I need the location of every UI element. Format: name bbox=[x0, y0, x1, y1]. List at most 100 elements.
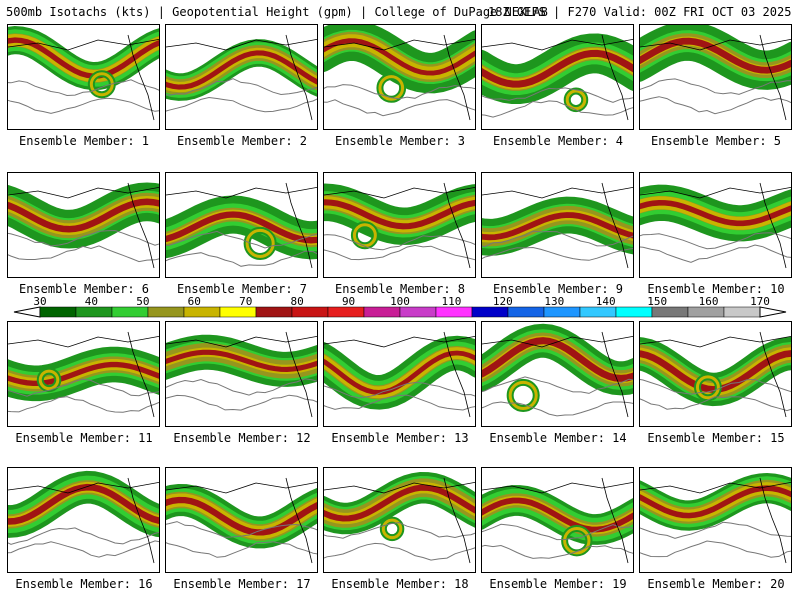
header-title: 500mb Isotachs (kts) | Geopotential Heig… bbox=[6, 5, 548, 19]
colorbar-tick-label: 140 bbox=[595, 295, 616, 308]
colorbar-tick-label: 30 bbox=[33, 295, 47, 308]
height-contour bbox=[324, 394, 475, 411]
jet-band bbox=[482, 49, 633, 88]
colorbar-tick-label: 150 bbox=[647, 295, 668, 308]
map-field bbox=[166, 477, 317, 564]
ensemble-map-panel bbox=[323, 24, 476, 130]
coastline bbox=[759, 477, 787, 564]
border-line bbox=[8, 186, 159, 199]
colorbar-swatch bbox=[219, 306, 257, 318]
ensemble-member-label: Ensemble Member: 8 bbox=[334, 282, 466, 296]
height-contour bbox=[324, 381, 475, 399]
ensemble-map-panel bbox=[481, 24, 634, 130]
height-contour bbox=[324, 99, 475, 117]
ensemble-member-label: Ensemble Member: 18 bbox=[331, 577, 469, 591]
height-contour bbox=[8, 540, 159, 558]
colorbar-tick-label: 60 bbox=[187, 295, 201, 308]
ensemble-map-panel bbox=[639, 321, 792, 427]
ensemble-map-panel bbox=[7, 172, 160, 278]
jet-band bbox=[640, 485, 791, 519]
height-contour bbox=[166, 521, 317, 538]
coastline bbox=[601, 34, 629, 121]
colorbar-swatch bbox=[687, 306, 725, 318]
colorbar-tick-label: 80 bbox=[290, 295, 304, 308]
coastline bbox=[443, 182, 471, 269]
colorbar-swatch bbox=[183, 306, 221, 318]
ensemble-member-label: Ensemble Member: 12 bbox=[173, 431, 311, 445]
ensemble-member-label: Ensemble Member: 20 bbox=[647, 577, 785, 591]
vortex-band bbox=[38, 369, 60, 391]
coastline bbox=[601, 331, 629, 418]
colorbar-swatch bbox=[471, 306, 509, 318]
header-run-info: 18Z GEFS | F270 Valid: 00Z FRI OCT 03 20… bbox=[488, 5, 792, 19]
colorbar-tick-label: 90 bbox=[341, 295, 356, 308]
jet-band bbox=[324, 38, 475, 76]
jet-band bbox=[166, 349, 317, 372]
coastline bbox=[759, 331, 787, 418]
map-field bbox=[640, 25, 791, 121]
border-line bbox=[640, 335, 791, 348]
border-line bbox=[324, 335, 475, 348]
border-line bbox=[8, 335, 159, 348]
height-contour bbox=[166, 230, 317, 249]
header: 500mb Isotachs (kts) | Geopotential Heig… bbox=[0, 0, 800, 24]
colorbar-tick-label: 100 bbox=[390, 295, 410, 308]
height-contour bbox=[8, 378, 159, 397]
map-field bbox=[482, 182, 633, 269]
colorbar-swatch bbox=[543, 306, 581, 318]
map-field bbox=[166, 182, 317, 269]
ensemble-map-panel bbox=[639, 467, 792, 573]
jet-band bbox=[8, 198, 159, 233]
ensemble-member-label: Ensemble Member: 9 bbox=[492, 282, 624, 296]
height-contour bbox=[482, 100, 633, 118]
vortex-band bbox=[381, 518, 403, 540]
map-field bbox=[8, 182, 159, 269]
jet-band bbox=[8, 37, 159, 79]
ensemble-map-panel bbox=[481, 467, 634, 573]
jet-band bbox=[482, 337, 633, 382]
colorbar-swatch bbox=[615, 306, 653, 318]
colorbar-min-arrow bbox=[13, 306, 41, 318]
border-line bbox=[324, 481, 475, 494]
ensemble-map-panel bbox=[165, 24, 318, 130]
height-contour bbox=[482, 230, 633, 248]
ensemble-member-label: Ensemble Member: 7 bbox=[176, 282, 308, 296]
colorbar-tick-label: 50 bbox=[136, 295, 150, 308]
ensemble-map-panel bbox=[481, 172, 634, 278]
height-contour bbox=[640, 378, 791, 395]
ensemble-map-panel bbox=[165, 172, 318, 278]
vortex-band bbox=[565, 89, 587, 111]
map-field bbox=[640, 472, 791, 564]
ensemble-member-label: Ensemble Member: 15 bbox=[647, 431, 785, 445]
map-field bbox=[324, 331, 475, 418]
height-contour bbox=[166, 394, 317, 411]
ensemble-member-label: Ensemble Member: 3 bbox=[334, 134, 466, 148]
jet-band bbox=[482, 497, 633, 533]
ensemble-member-label: Ensemble Member: 10 bbox=[647, 282, 785, 296]
ensemble-map-panel bbox=[7, 24, 160, 130]
map-field bbox=[640, 331, 791, 418]
ensemble-member-label: Ensemble Member: 17 bbox=[173, 577, 311, 591]
vortex-band bbox=[508, 380, 538, 410]
height-contour bbox=[8, 229, 159, 247]
colorbar-scale bbox=[13, 306, 787, 318]
colorbar-tick-label: 70 bbox=[239, 295, 253, 308]
colorbar-tick-label: 40 bbox=[84, 295, 99, 308]
ensemble-member-label: Ensemble Member: 6 bbox=[18, 282, 150, 296]
coastline bbox=[285, 34, 313, 121]
coastline bbox=[127, 182, 155, 269]
ensemble-member-label: Ensemble Member: 19 bbox=[489, 577, 627, 591]
map-field bbox=[166, 331, 317, 418]
jet-band bbox=[482, 212, 633, 241]
border-line bbox=[166, 38, 317, 51]
colorbar-swatch bbox=[147, 306, 185, 318]
colorbar-swatch bbox=[399, 306, 437, 318]
height-contour bbox=[640, 540, 791, 558]
coastline bbox=[285, 182, 313, 269]
ensemble-member-label: Ensemble Member: 4 bbox=[492, 134, 624, 148]
vortex-band bbox=[245, 228, 275, 258]
colorbar-swatch bbox=[327, 306, 365, 318]
vortex-band bbox=[563, 527, 591, 555]
map-field bbox=[8, 26, 159, 121]
map-field bbox=[324, 25, 475, 121]
